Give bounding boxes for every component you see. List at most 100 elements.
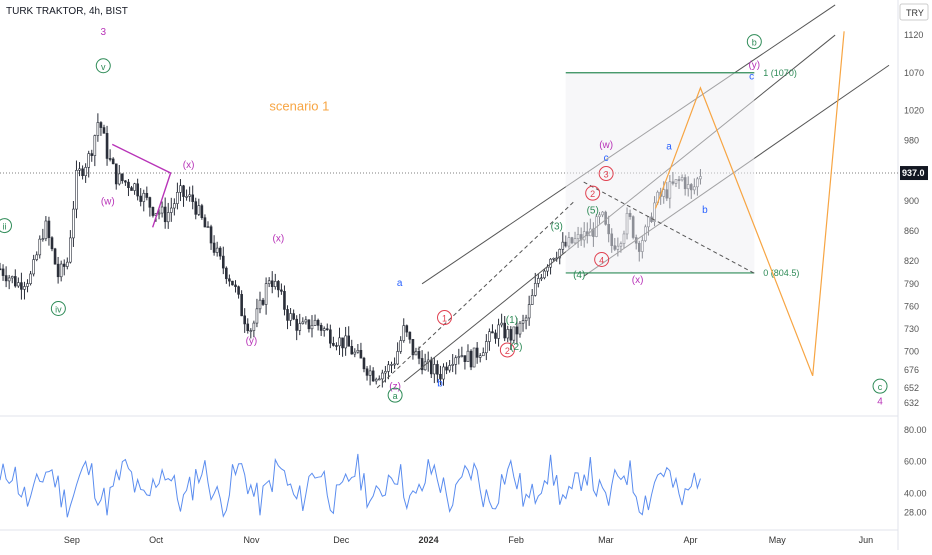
candle-body <box>338 337 341 347</box>
wave-circle <box>594 251 610 267</box>
candle-body <box>371 370 375 382</box>
candle-body <box>197 205 201 215</box>
candle-body <box>408 331 412 340</box>
candle-body <box>283 291 286 310</box>
candle-body <box>295 318 298 331</box>
x-tick-label: Dec <box>333 535 350 545</box>
candle-body <box>93 135 97 156</box>
candle-body <box>35 254 39 260</box>
candle-body <box>127 181 130 189</box>
candle-body <box>381 372 384 380</box>
candle-body <box>185 196 188 198</box>
candle-body <box>521 320 525 324</box>
x-tick-label: Nov <box>243 535 260 545</box>
candle-body <box>23 286 26 290</box>
candle-body <box>368 370 372 376</box>
candle-body <box>393 363 396 366</box>
candle-body <box>509 329 513 341</box>
currency-box[interactable] <box>899 3 929 21</box>
wave-label: a <box>666 142 672 153</box>
candle-body <box>124 180 127 183</box>
candle-body <box>151 206 155 216</box>
candle-body <box>411 339 415 356</box>
candle-body <box>329 329 332 344</box>
candle-body <box>228 278 231 282</box>
candle-body <box>246 323 250 332</box>
y-tick-label: 730 <box>904 324 919 334</box>
candle-body <box>533 283 537 296</box>
candle-body <box>472 347 476 368</box>
y-tick-label: 632 <box>904 398 919 408</box>
symbol-title: TURK TRAKTOR, 4h, BIST <box>6 6 128 17</box>
candle-body <box>173 203 176 209</box>
candle-body <box>252 322 256 331</box>
candle-body <box>451 364 454 366</box>
triangle-line <box>111 143 172 228</box>
candle-body <box>497 324 500 339</box>
wave-circle <box>746 34 762 50</box>
candle-body <box>240 294 243 317</box>
candle-body <box>10 276 14 279</box>
wave-label: b <box>752 38 757 48</box>
candle-body <box>530 295 534 305</box>
candle-body <box>298 323 302 331</box>
x-tick-label: Jun <box>859 535 874 545</box>
candle-body <box>344 335 347 349</box>
candle-body <box>485 341 488 354</box>
candle-body <box>237 286 240 295</box>
candle-body <box>546 266 549 272</box>
candle-body <box>289 313 292 321</box>
candle-body <box>90 153 94 156</box>
wave-label: (y) <box>748 60 760 71</box>
wave-circle <box>872 378 888 394</box>
candle-body <box>176 192 179 204</box>
candle-body <box>29 273 32 284</box>
candle-body <box>420 358 424 371</box>
candle-body <box>41 238 45 240</box>
candle-body <box>20 282 23 290</box>
candle-body <box>402 325 406 341</box>
candle-body <box>377 378 381 381</box>
wave-label: b <box>437 378 443 389</box>
candle-body <box>292 313 295 320</box>
rsi-line <box>0 453 701 518</box>
candle-body <box>179 185 182 193</box>
candle-body <box>362 357 366 370</box>
candle-body <box>160 206 164 214</box>
candle-body <box>148 197 152 208</box>
scenario-label: scenario 1 <box>269 98 329 113</box>
candle-body <box>558 249 562 259</box>
x-tick-label: May <box>769 535 787 545</box>
wave-label: (x) <box>632 275 644 286</box>
candle-body <box>142 192 146 202</box>
x-tick-label: Feb <box>508 535 524 545</box>
wave-circle <box>387 387 403 403</box>
candle-body <box>221 255 225 269</box>
candle-body <box>139 195 142 202</box>
candle-body <box>7 277 11 282</box>
candle-body <box>225 267 228 280</box>
candle-body <box>32 259 35 275</box>
candle-body <box>540 277 543 280</box>
candle-body <box>429 359 433 375</box>
candle-body <box>99 122 103 128</box>
candle-body <box>234 284 237 287</box>
wave-label: (5) <box>587 206 599 217</box>
wave-circle <box>585 185 601 201</box>
rsi-tick-label: 40.00 <box>904 488 927 498</box>
wave-label: (x) <box>183 160 195 171</box>
y-tick-label: 980 <box>904 136 919 146</box>
candle-body <box>273 281 277 287</box>
candle-body <box>277 281 280 291</box>
wave-label: 2 <box>505 346 510 356</box>
candle-body <box>169 207 173 213</box>
candle-body <box>50 237 54 250</box>
wave-label: a <box>397 278 403 289</box>
candle-body <box>261 299 265 305</box>
candle-body <box>121 173 124 182</box>
candle-body <box>341 337 344 349</box>
rsi-tick-label: 80.00 <box>904 425 927 435</box>
wave-label: 2 <box>590 189 595 199</box>
candle-body <box>133 183 136 191</box>
